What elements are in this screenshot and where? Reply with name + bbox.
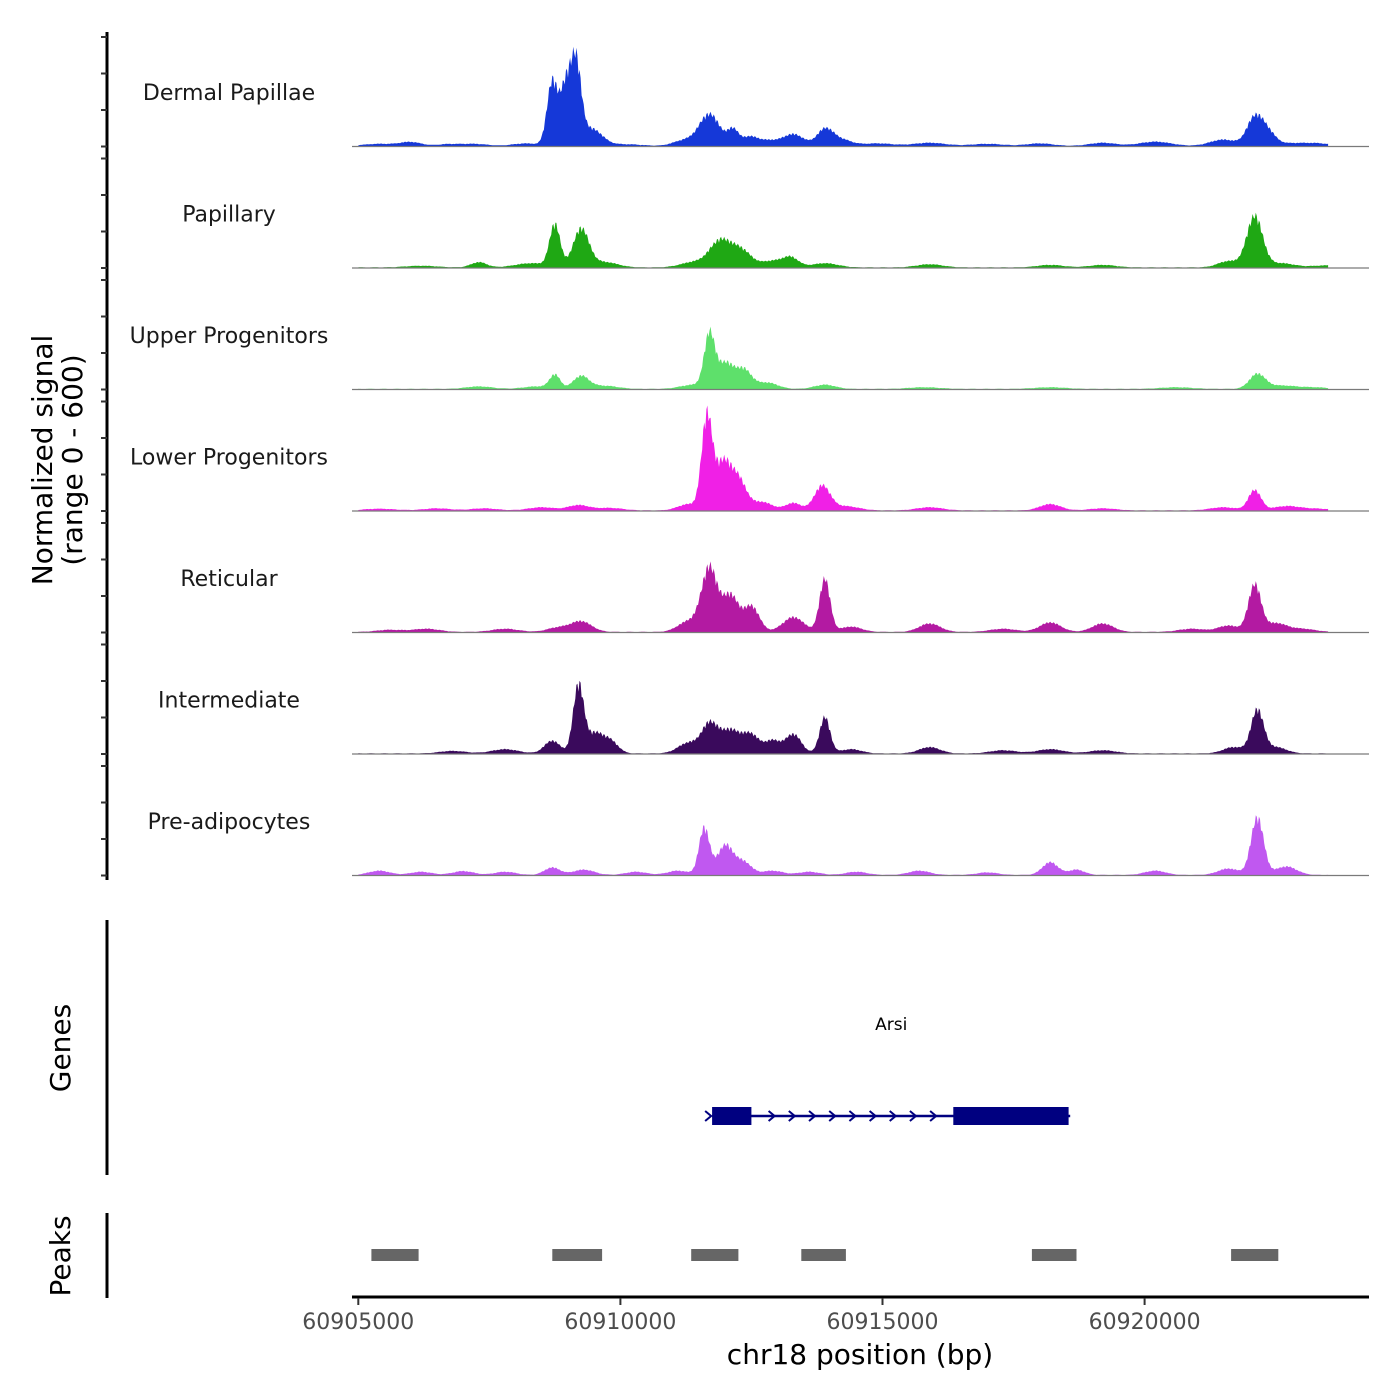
- peak-region: [801, 1249, 846, 1261]
- peaks-track-label: Peaks: [44, 1215, 77, 1296]
- peak-region: [1231, 1249, 1279, 1261]
- signal-area: [358, 326, 1329, 390]
- x-tick-label: 60905000: [302, 1310, 414, 1335]
- signal-area: [358, 561, 1329, 633]
- strand-arrow: [929, 1110, 938, 1122]
- strand-arrow: [767, 1110, 777, 1122]
- peak-region: [691, 1249, 739, 1261]
- signal-area: [358, 46, 1329, 147]
- x-axis-ticks: 60905000 60910000 60915000 60920000: [302, 1298, 1201, 1335]
- gene-exon: [953, 1107, 1069, 1125]
- x-axis-title: chr18 position (bp): [727, 1338, 993, 1371]
- track-6: Intermediate: [158, 680, 1369, 755]
- track-label: Reticular: [180, 567, 278, 592]
- track-label: Papillary: [182, 203, 276, 228]
- gene-name: Arsi: [875, 1015, 907, 1035]
- strand-arrow: [848, 1110, 857, 1122]
- track-label: Upper Progenitors: [130, 324, 329, 349]
- x-tick-label: 60915000: [827, 1310, 939, 1335]
- signal-area: [358, 212, 1329, 268]
- x-tick-label: 60920000: [1089, 1310, 1201, 1335]
- track-label: Intermediate: [158, 689, 300, 714]
- signal-area: [358, 405, 1329, 511]
- gene-exon: [712, 1107, 752, 1125]
- y-axis-label-line2: (range 0 - 600): [56, 354, 89, 565]
- track-1: Dermal Papillae: [143, 46, 1369, 148]
- signal-y-axis-ticks: [101, 36, 107, 877]
- track-label: Dermal Papillae: [143, 81, 315, 106]
- peak-regions-track: [371, 1249, 1279, 1261]
- strand-arrow: [828, 1110, 837, 1122]
- track-7: Pre-adipocytes: [148, 810, 1369, 877]
- track-2: Papillary: [182, 203, 1369, 269]
- peak-region: [1031, 1249, 1077, 1261]
- strand-arrow: [868, 1110, 878, 1122]
- track-3: Upper Progenitors: [130, 324, 1369, 391]
- genes-track-label: Genes: [44, 1004, 77, 1092]
- track-label: Pre-adipocytes: [148, 810, 311, 835]
- strand-arrow: [788, 1110, 797, 1122]
- strand-arrow: [909, 1110, 918, 1122]
- track-5: Reticular: [180, 561, 1369, 634]
- signal-area: [358, 815, 1329, 876]
- strand-arrow: [808, 1110, 817, 1122]
- signal-area: [358, 680, 1329, 754]
- x-tick-label: 60910000: [564, 1310, 676, 1335]
- strand-arrow: [704, 1110, 713, 1122]
- strand-arrow: [889, 1110, 898, 1122]
- y-axis-label-line1: Normalized signal: [26, 335, 59, 586]
- peak-region: [552, 1249, 603, 1261]
- signal-tracks: Dermal Papillae Papillary Upper Progenitor…: [130, 46, 1369, 877]
- track-label: Lower Progenitors: [130, 446, 328, 471]
- gene-track: Arsi: [704, 1015, 1071, 1125]
- track-4: Lower Progenitors: [130, 405, 1369, 512]
- peak-region: [371, 1249, 419, 1261]
